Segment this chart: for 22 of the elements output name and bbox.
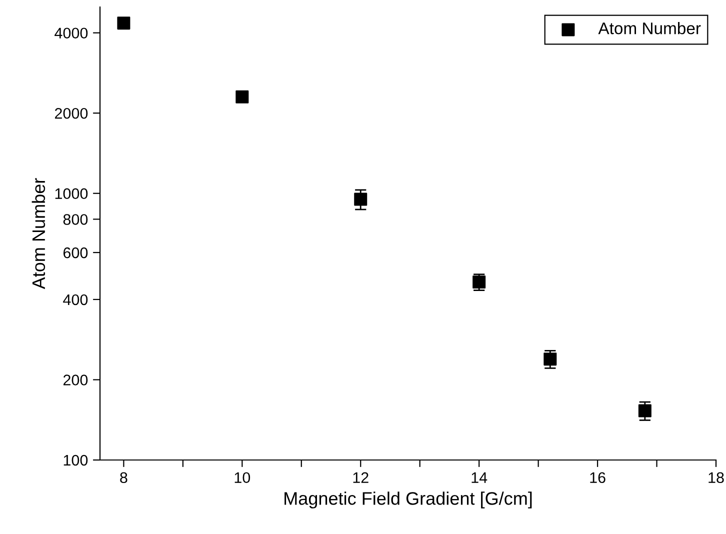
y-tick-label: 2000 (54, 108, 88, 119)
x-tick-label: 14 (472, 472, 488, 483)
point (354, 192, 368, 206)
x-tick-label: 18 (708, 472, 724, 484)
x-tick-label: 12 (353, 472, 368, 483)
point (544, 352, 557, 366)
x-tick-label: 10 (234, 472, 250, 484)
y-tick-label: 100 (64, 454, 88, 466)
y-tick-label: 200 (63, 374, 88, 386)
point (236, 90, 249, 104)
point (117, 16, 130, 30)
y-tick-label: 600 (63, 247, 88, 258)
point (638, 404, 652, 418)
y-tick-label: 800 (63, 214, 88, 225)
legend-label: Atom Number (598, 22, 701, 34)
x-tick-label: 16 (590, 472, 606, 484)
x-axis-title: Magnetic Field Gradient [G/cm] (284, 492, 532, 508)
x-tick-label: 8 (120, 472, 128, 484)
y-tick-label: 400 (63, 294, 88, 306)
y-tick-label: 1000 (55, 188, 88, 200)
y-tick-label: 4000 (54, 28, 88, 39)
y-axis-title: Atom Number (32, 178, 46, 290)
